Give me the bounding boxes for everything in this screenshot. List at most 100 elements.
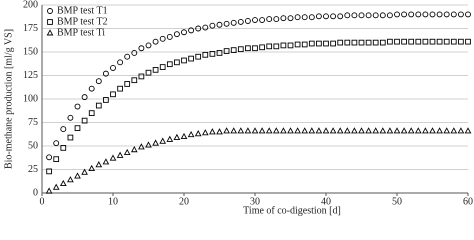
data-point: [322, 127, 330, 134]
data-point: [344, 12, 351, 19]
data-point: [365, 39, 372, 46]
data-point: [408, 38, 415, 45]
data-point: [393, 127, 401, 134]
data-point: [223, 48, 230, 54]
y-tick-label: 200: [23, 0, 38, 10]
data-point: [180, 132, 188, 140]
data-point: [273, 43, 280, 50]
data-point: [74, 172, 81, 179]
data-point: [343, 127, 351, 134]
data-point: [372, 39, 379, 46]
data-point: [152, 67, 159, 73]
data-point: [252, 17, 258, 23]
data-point: [223, 20, 230, 27]
data-point: [337, 39, 344, 46]
data-point: [110, 65, 116, 71]
data-point: [88, 110, 95, 116]
data-point: [209, 22, 216, 29]
data-point: [67, 134, 74, 141]
data-point: [464, 127, 472, 134]
data-point: [394, 11, 400, 18]
data-point: [407, 127, 415, 134]
data-point: [209, 128, 216, 135]
x-tick-label: 60: [463, 196, 473, 207]
data-point: [81, 168, 88, 175]
data-point: [109, 154, 117, 161]
data-point: [223, 127, 230, 134]
y-tick-label: 150: [23, 46, 38, 57]
data-point: [117, 85, 123, 92]
x-tick-label: 0: [40, 196, 45, 207]
data-point: [152, 139, 159, 146]
data-point: [365, 12, 372, 19]
y-tick-label: 175: [23, 23, 38, 34]
data-point: [422, 11, 429, 18]
data-point: [465, 38, 471, 45]
x-tick-label: 20: [179, 196, 189, 207]
data-point: [145, 42, 152, 49]
data-point: [394, 38, 400, 45]
legend-marker: [47, 19, 53, 25]
data-point: [194, 130, 202, 137]
data-point: [323, 13, 329, 20]
data-point: [103, 97, 109, 103]
y-tick-label: 125: [23, 70, 38, 81]
data-point: [46, 154, 53, 161]
data-point: [230, 47, 237, 53]
data-point: [116, 151, 124, 158]
data-point: [443, 38, 450, 45]
data-point: [81, 117, 88, 124]
data-point: [287, 127, 294, 134]
x-tick-label: 50: [392, 196, 402, 207]
data-point: [379, 12, 386, 19]
data-point: [181, 57, 187, 64]
data-point: [52, 183, 60, 190]
data-point: [45, 187, 53, 194]
data-point: [266, 43, 273, 50]
data-point: [174, 59, 180, 66]
data-point: [138, 73, 145, 80]
data-point: [188, 55, 194, 62]
legend-label: BMP test T1: [57, 5, 108, 16]
data-point: [195, 53, 202, 60]
data-point: [387, 38, 393, 45]
data-point: [323, 40, 329, 47]
data-point: [408, 11, 415, 18]
data-point: [59, 179, 67, 187]
data-point: [450, 127, 458, 134]
data-point: [67, 176, 74, 183]
data-point: [372, 127, 380, 134]
data-point: [117, 59, 124, 66]
data-point: [131, 49, 138, 56]
data-point: [280, 15, 287, 22]
data-point: [294, 127, 301, 134]
data-point: [301, 41, 308, 48]
data-point: [53, 140, 60, 147]
data-point: [60, 126, 67, 133]
data-point: [124, 53, 131, 60]
data-point: [457, 11, 464, 18]
data-point: [351, 127, 358, 134]
data-point: [138, 143, 145, 150]
data-point: [46, 168, 52, 175]
data-point: [443, 127, 451, 134]
data-point: [216, 50, 223, 56]
data-point: [159, 35, 166, 42]
legend-label: BMP test Ti: [57, 27, 105, 38]
data-point: [386, 12, 393, 19]
data-point: [81, 94, 88, 101]
y-tick-label: 50: [28, 140, 38, 151]
data-point: [173, 31, 180, 38]
data-point: [272, 127, 280, 134]
data-point: [230, 19, 237, 26]
data-point: [429, 38, 436, 45]
data-point: [166, 135, 174, 142]
data-point: [259, 44, 265, 51]
data-point: [237, 46, 244, 53]
data-point: [429, 11, 436, 18]
y-tick-label: 100: [23, 93, 38, 104]
data-point: [166, 61, 173, 68]
data-point: [294, 41, 301, 48]
data-point: [414, 127, 422, 134]
data-point: [450, 11, 457, 18]
